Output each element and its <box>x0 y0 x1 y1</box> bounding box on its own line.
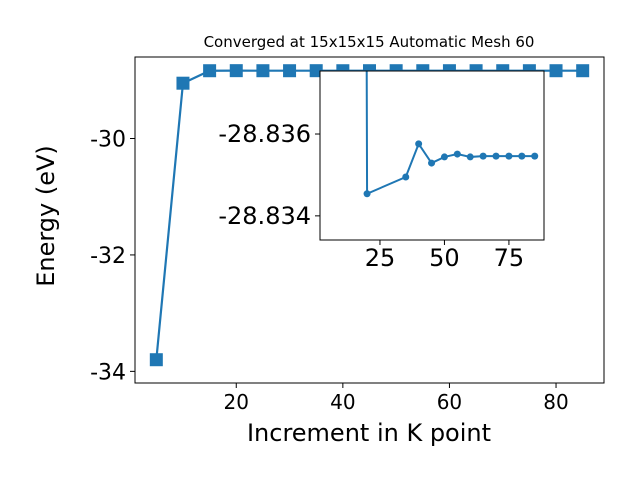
x-tick-label: 60 <box>437 390 462 414</box>
data-marker <box>428 159 436 167</box>
axes-frame <box>134 56 605 384</box>
data-marker <box>176 76 190 90</box>
x-tick-label: 20 <box>224 390 249 414</box>
data-marker <box>309 64 323 78</box>
data-marker <box>283 64 297 78</box>
data-marker <box>466 153 474 161</box>
data-marker <box>415 140 423 148</box>
data-marker <box>531 152 539 160</box>
x-tick-label: 25 <box>365 244 396 272</box>
x-axis-label: Increment in K point <box>247 419 491 447</box>
plot-area <box>363 71 539 198</box>
data-marker <box>363 190 371 198</box>
data-marker <box>203 64 217 78</box>
x-tick-label: 80 <box>543 390 568 414</box>
data-marker <box>518 152 526 160</box>
x-tick-label: 50 <box>429 244 460 272</box>
data-marker <box>256 64 270 78</box>
data-marker <box>440 153 448 161</box>
data-marker <box>576 64 590 78</box>
y-axis-label: Energy (eV) <box>32 145 60 287</box>
data-marker <box>149 353 163 367</box>
x-tick-label: 75 <box>494 244 525 272</box>
y-tick-label: -30 <box>90 128 126 153</box>
y-tick-label: -34 <box>90 360 126 385</box>
x-tick-label: 40 <box>330 390 355 414</box>
data-marker <box>229 64 243 78</box>
chart-title: Converged at 15x15x15 Automatic Mesh 60 <box>204 33 535 51</box>
data-marker <box>479 152 487 160</box>
axes-frame <box>319 70 545 241</box>
data-marker <box>453 150 461 158</box>
data-marker <box>402 173 410 181</box>
y-tick-label: -28.836 <box>218 120 311 148</box>
y-tick-label: -28.834 <box>218 202 311 230</box>
y-tick-label: -32 <box>90 244 126 269</box>
data-marker <box>549 64 563 78</box>
data-marker <box>492 152 500 160</box>
data-marker <box>505 152 513 160</box>
